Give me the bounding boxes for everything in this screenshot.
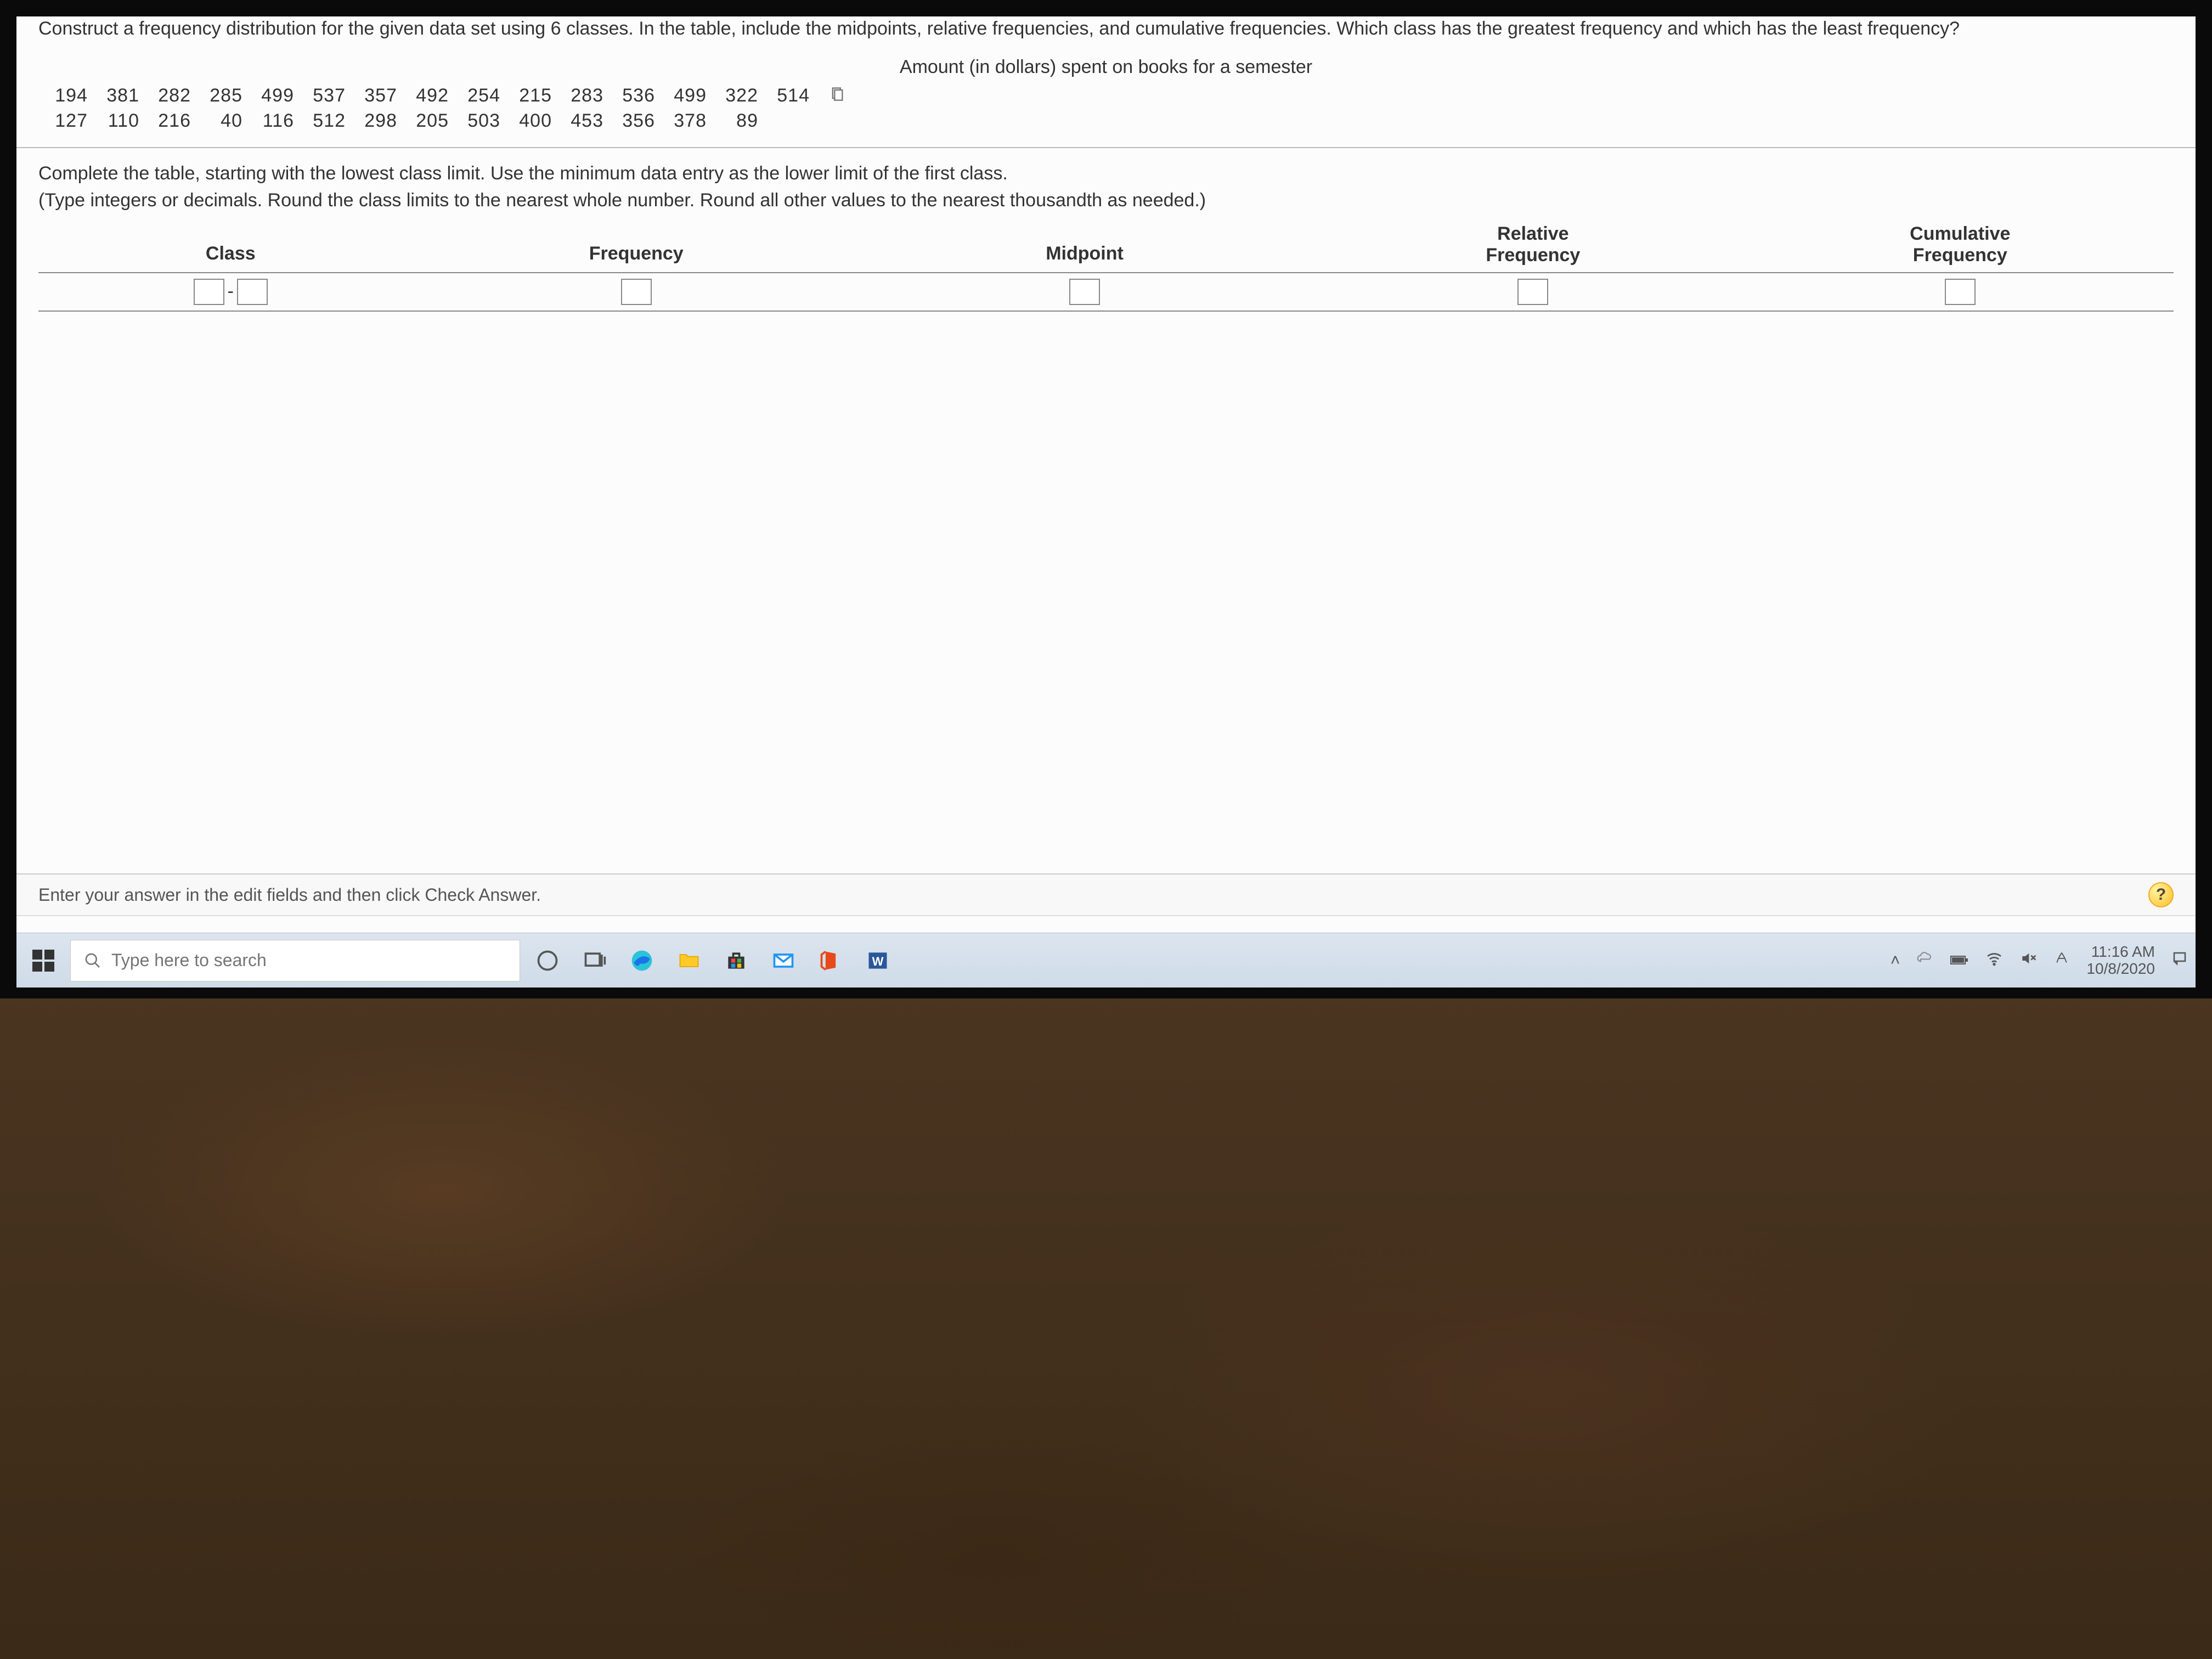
class-dash: - [228,279,234,304]
onedrive-icon[interactable] [1916,950,1934,972]
windows-logo-icon [32,950,54,972]
data-value: 254 [462,83,500,109]
question-prompt: Construct a frequency distribution for t… [38,16,2174,42]
data-value: 40 [204,109,242,134]
data-value: 381 [101,83,139,109]
data-value: 215 [514,83,552,109]
frequency-table-wrap: Class Frequency Midpoint Relative Freque… [38,221,2174,311]
data-value: 298 [359,109,397,134]
data-value: 512 [307,109,346,134]
data-set-title: Amount (in dollars) spent on books for a… [38,55,2174,80]
data-value: 357 [359,83,397,109]
clock-time: 11:16 AM [2086,944,2155,961]
relative-frequency-input[interactable] [1517,279,1548,305]
frequency-input[interactable] [621,279,652,305]
data-value: 216 [153,109,191,134]
system-tray: ˄ 11:16 AM 10/8/2020 [1891,944,2188,978]
data-value: 194 [49,83,88,109]
data-value: 536 [617,83,655,109]
word-icon[interactable]: W [858,941,898,980]
hint-text: Enter your answer in the edit fields and… [38,885,541,905]
instruction-line-1: Complete the table, starting with the lo… [38,161,2174,187]
wifi-icon[interactable] [1985,950,2003,972]
cumulative-frequency-input[interactable] [1945,279,1976,305]
col-header-frequency: Frequency [423,221,850,272]
notifications-icon[interactable] [2171,950,2188,971]
data-value: 205 [410,109,449,134]
data-value: 110 [101,109,139,134]
data-value [771,109,810,134]
svg-text:W: W [872,955,884,968]
data-value: 89 [720,109,758,134]
copy-data-icon[interactable] [823,83,845,109]
data-set-values: 1943812822854995373574922542152835364993… [38,83,2174,134]
data-value: 537 [307,83,346,109]
midpoint-input[interactable] [1069,279,1100,305]
class-cell: - [38,273,423,311]
data-value: 283 [565,83,603,109]
task-view-icon[interactable] [575,941,614,980]
start-button[interactable] [24,941,63,980]
clock-date: 10/8/2020 [2086,961,2155,978]
desk-surface [0,988,2212,1659]
data-value: 322 [720,83,758,109]
data-value: 378 [668,109,707,134]
windows-taskbar: W ˄ 11:16 AM 10/8/2020 [16,933,2196,988]
data-value: 356 [617,109,655,134]
class-upper-input[interactable] [237,279,268,305]
question-area: Construct a frequency distribution for t… [16,0,2196,873]
data-value: 503 [462,109,500,134]
data-value: 127 [49,109,88,134]
col-header-cumulative-frequency: Cumulative Frequency [1747,221,2174,272]
col-header-midpoint: Midpoint [850,221,1319,272]
app-window: Construct a frequency distribution for t… [16,0,2196,988]
help-icon[interactable]: ? [2148,882,2174,907]
table-row: - [38,273,2174,311]
data-value: 116 [256,109,294,134]
col-header-relative-frequency: Relative Frequency [1319,221,1746,272]
edge-icon[interactable] [622,941,662,980]
input-language-icon[interactable] [2053,950,2070,971]
tray-chevron-icon[interactable]: ˄ [1891,951,1900,970]
taskbar-search[interactable] [70,940,520,981]
col-header-class: Class [38,221,423,272]
instruction-line-2: (Type integers or decimals. Round the cl… [38,188,2174,213]
data-value: 282 [153,83,191,109]
data-value: 285 [204,83,242,109]
search-icon [84,952,101,969]
file-explorer-icon[interactable] [669,941,709,980]
data-value: 499 [668,83,707,109]
section-divider [16,147,2196,148]
hint-bar: Enter your answer in the edit fields and… [16,873,2196,915]
office-icon[interactable] [811,941,850,980]
microsoft-store-icon[interactable] [716,941,756,980]
class-lower-input[interactable] [194,279,224,305]
battery-icon[interactable] [1950,951,1969,970]
data-value: 400 [514,109,552,134]
data-value: 492 [410,83,449,109]
search-input[interactable] [111,950,506,970]
data-value: 499 [256,83,294,109]
taskbar-clock[interactable]: 11:16 AM 10/8/2020 [2086,944,2155,978]
frequency-table: Class Frequency Midpoint Relative Freque… [38,221,2174,311]
data-value: 514 [771,83,810,109]
data-value: 453 [565,109,603,134]
cortana-icon[interactable] [528,941,567,980]
mail-icon[interactable] [764,941,803,980]
volume-icon[interactable] [2019,950,2037,972]
